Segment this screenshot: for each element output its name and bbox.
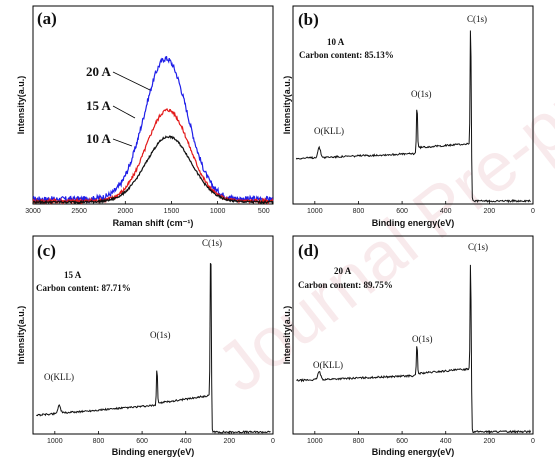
- x-tick: 1000: [210, 201, 226, 215]
- panel-d-peak-c1s: C(1s): [468, 242, 488, 252]
- panel-a-ylabel: Intensity(a.u.): [16, 76, 26, 135]
- x-tick-label: 800: [353, 438, 365, 445]
- xps-survey-series: [295, 30, 531, 204]
- panel-a: (a) 3000 2500 2000 1500 1000 500 20 A 15 A 10…: [16, 5, 274, 228]
- x-tick-label: 800: [93, 438, 105, 445]
- x-tick: 800: [353, 201, 365, 215]
- raman-series-15a: [32, 108, 274, 206]
- x-tick: 1000: [47, 431, 63, 445]
- x-tick-label: 600: [396, 438, 408, 445]
- x-tick-label: 200: [484, 208, 496, 215]
- panel-b-carbon-content: Carbon content: 85.13%: [299, 50, 394, 60]
- x-tick: 400: [180, 431, 192, 445]
- xps-survey-series: [296, 264, 532, 434]
- panel-c-peak-c1s: C(1s): [202, 238, 222, 248]
- x-tick: 2000: [118, 201, 134, 215]
- x-tick: 400: [440, 431, 452, 445]
- panel-d-series: [296, 264, 532, 434]
- x-tick-label: 0: [271, 438, 275, 445]
- x-tick-label: 200: [484, 438, 496, 445]
- xps-survey-series: [36, 262, 271, 434]
- x-tick-label: 200: [224, 438, 236, 445]
- panel-c-series: [36, 262, 271, 434]
- x-tick: 200: [484, 431, 496, 445]
- panel-b-xlabel: Binding energy(eV): [372, 218, 455, 228]
- panel-c-ylabel: Intensity(a.u.): [16, 306, 26, 365]
- panel-c-current: 15 A: [64, 270, 82, 280]
- panel-d-peak-o-kll: O(KLL): [313, 360, 343, 370]
- panel-d-xlabel: Binding energy(eV): [372, 447, 455, 457]
- x-tick-label: 600: [136, 438, 148, 445]
- panel-b-x-ticks: 1000 800 600 400 200 0: [307, 201, 535, 215]
- panel-d-current: 20 A: [334, 266, 352, 276]
- x-tick: 600: [136, 431, 148, 445]
- raman-series-10a: [32, 135, 274, 205]
- panel-b-current: 10 A: [327, 37, 345, 47]
- panel-d-carbon-content: Carbon content: 89.75%: [298, 280, 393, 290]
- panel-c-frame: [32, 235, 274, 435]
- x-tick-label: 1000: [47, 438, 63, 445]
- watermark: Journal Pre-proof: [202, 12, 555, 407]
- panel-c-xlabel: Binding energy(eV): [112, 447, 195, 457]
- peak-label-20a: 20 A: [86, 64, 112, 79]
- x-tick: 1000: [307, 201, 323, 215]
- x-tick: 1500: [164, 201, 180, 215]
- x-tick-label: 1000: [210, 208, 226, 215]
- panel-c: (c) 15 A Carbon content: 87.71% 1000 800 6…: [16, 235, 275, 457]
- peak-pointer-10a: [112, 138, 133, 147]
- x-tick-label: 2500: [71, 208, 87, 215]
- panel-c-x-ticks: 1000 800 600 400 200 0: [47, 431, 275, 445]
- x-tick-label: 400: [180, 438, 192, 445]
- panel-d-frame: [292, 235, 534, 435]
- x-tick: 0: [531, 201, 535, 215]
- x-tick-label: 600: [396, 208, 408, 215]
- panel-d-x-ticks: 1000 800 600 400 200 0: [307, 431, 535, 445]
- panel-a-frame: [32, 5, 274, 205]
- x-tick-label: 3000: [25, 208, 41, 215]
- x-tick: 0: [271, 431, 275, 445]
- x-tick: 600: [396, 431, 408, 445]
- x-tick: 0: [531, 431, 535, 445]
- peak-label-15a: 15 A: [86, 98, 112, 113]
- panel-c-label: (c): [37, 241, 56, 260]
- x-tick: 800: [353, 431, 365, 445]
- panel-b-ylabel: Intensity(a.u.): [282, 76, 292, 135]
- x-tick-label: 400: [440, 208, 452, 215]
- x-tick-label: 0: [531, 438, 535, 445]
- x-tick-label: 2000: [118, 208, 134, 215]
- x-tick-label: 800: [353, 208, 365, 215]
- panel-a-xlabel: Raman shift (cm⁻¹): [113, 218, 194, 228]
- x-tick-label: 1000: [307, 438, 323, 445]
- panel-a-label: (a): [37, 9, 57, 28]
- panel-a-series: [32, 56, 274, 206]
- x-tick-label: 0: [531, 208, 535, 215]
- peak-pointer-15a: [112, 105, 136, 119]
- x-tick: 1000: [307, 431, 323, 445]
- panel-d: (d) 20 A Carbon content: 89.75% 1000 800 6…: [282, 235, 535, 457]
- panel-d-peak-o1s: O(1s): [412, 334, 433, 344]
- panel-b-peak-c1s: C(1s): [467, 14, 487, 24]
- x-tick-label: 500: [258, 208, 270, 215]
- panel-d-label: (d): [298, 241, 319, 260]
- x-tick: 200: [484, 201, 496, 215]
- x-tick-label: 1000: [307, 208, 323, 215]
- panel-c-peak-o1s: O(1s): [150, 330, 171, 340]
- panel-c-carbon-content: Carbon content: 87.71%: [36, 283, 131, 293]
- peak-pointer-20a: [112, 71, 151, 91]
- panel-b-series: [295, 30, 531, 204]
- panel-d-ylabel: Intensity(a.u.): [282, 306, 292, 365]
- x-tick: 800: [93, 431, 105, 445]
- x-tick-label: 400: [440, 438, 452, 445]
- x-tick: 400: [440, 201, 452, 215]
- panel-b-peak-o-kll: O(KLL): [314, 126, 344, 136]
- panel-b-peak-o1s: O(1s): [411, 89, 432, 99]
- x-tick-label: 1500: [164, 208, 180, 215]
- peak-label-10a: 10 A: [86, 131, 112, 146]
- panel-b-frame: [292, 5, 534, 205]
- panel-b-label: (b): [298, 10, 319, 29]
- panel-b: (b) 10 A Carbon content: 85.13% 1000 800 6…: [282, 5, 535, 228]
- panel-c-peak-o-kll: O(KLL): [44, 372, 74, 382]
- x-tick: 600: [396, 201, 408, 215]
